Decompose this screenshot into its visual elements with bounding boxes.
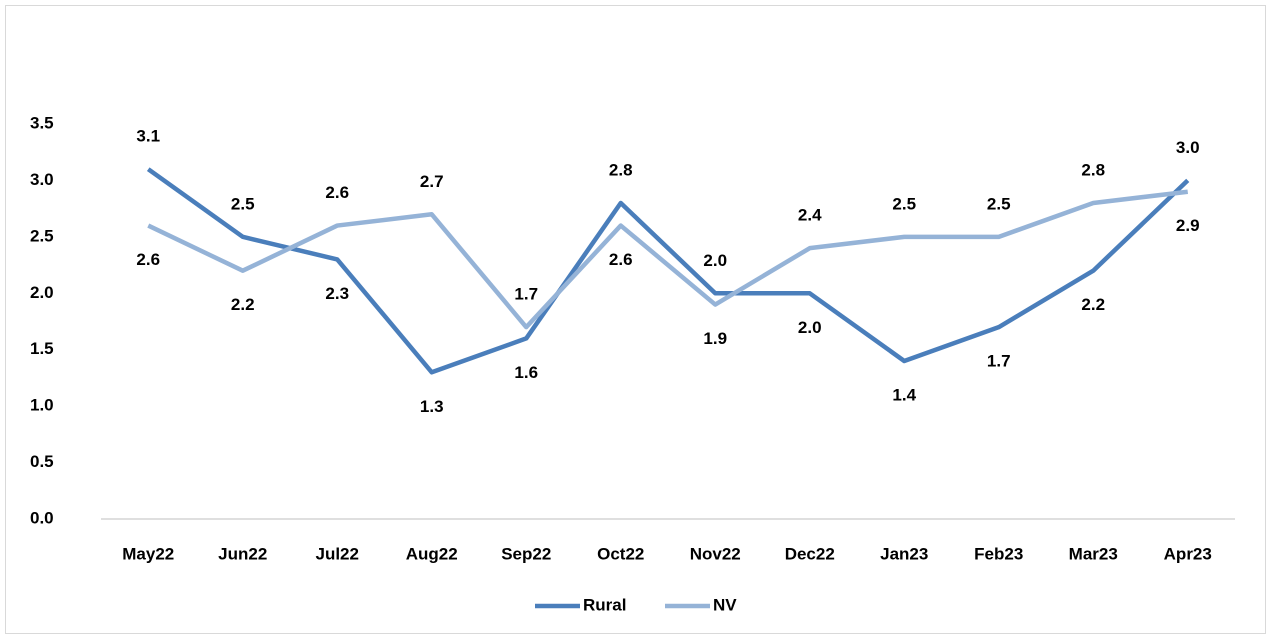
data-label: 1.9 (703, 329, 727, 348)
data-label: 2.6 (136, 250, 160, 269)
x-tick-label: May22 (122, 544, 174, 563)
x-tick-label: Dec22 (785, 544, 835, 563)
y-tick-label: 1.5 (30, 339, 54, 358)
data-label: 2.7 (420, 172, 444, 191)
data-label: 2.0 (798, 318, 822, 337)
data-label: 2.5 (231, 194, 255, 213)
data-label: 2.3 (325, 284, 349, 303)
data-label: 2.5 (987, 194, 1011, 213)
x-tick-label: Jun22 (218, 544, 267, 563)
data-label: 1.3 (420, 397, 444, 416)
legend-label: Rural (583, 595, 626, 614)
x-tick-label: Apr23 (1164, 544, 1212, 563)
x-tick-label: Feb23 (974, 544, 1023, 563)
data-label: 1.7 (987, 352, 1011, 371)
data-label: 2.0 (703, 251, 727, 270)
data-label: 1.4 (892, 385, 916, 404)
x-tick-label: Jul22 (316, 544, 359, 563)
y-tick-label: 2.5 (30, 226, 54, 245)
data-label: 2.8 (1081, 160, 1105, 179)
data-label: 3.1 (136, 127, 160, 146)
y-tick-label: 2.0 (30, 283, 54, 302)
x-tick-label: Nov22 (690, 544, 741, 563)
data-label: 1.6 (514, 363, 538, 382)
data-label: 3.0 (1176, 138, 1200, 157)
data-label: 2.9 (1176, 216, 1200, 235)
x-tick-label: Mar23 (1069, 544, 1118, 563)
data-label: 2.6 (609, 250, 633, 269)
data-label: 1.7 (514, 285, 538, 304)
data-label: 2.8 (609, 160, 633, 179)
x-tick-label: Oct22 (597, 544, 644, 563)
x-tick-label: Jan23 (880, 544, 928, 563)
y-tick-label: 3.0 (30, 170, 54, 189)
data-label: 2.2 (1081, 295, 1105, 314)
data-label: 2.2 (231, 295, 255, 314)
y-tick-label: 0.0 (30, 508, 54, 527)
data-label: 2.5 (892, 194, 916, 213)
y-tick-label: 1.0 (30, 396, 54, 415)
y-tick-label: 3.5 (30, 113, 54, 132)
x-tick-label: Aug22 (406, 544, 458, 563)
series-line (147, 189, 1189, 330)
chart-frame (5, 5, 1266, 634)
data-label: 2.4 (798, 206, 822, 225)
legend-label: NV (713, 595, 737, 614)
x-tick-label: Sep22 (501, 544, 551, 563)
y-tick-label: 0.5 (30, 452, 54, 471)
data-label: 2.6 (325, 183, 349, 202)
series-line (146, 167, 1190, 375)
